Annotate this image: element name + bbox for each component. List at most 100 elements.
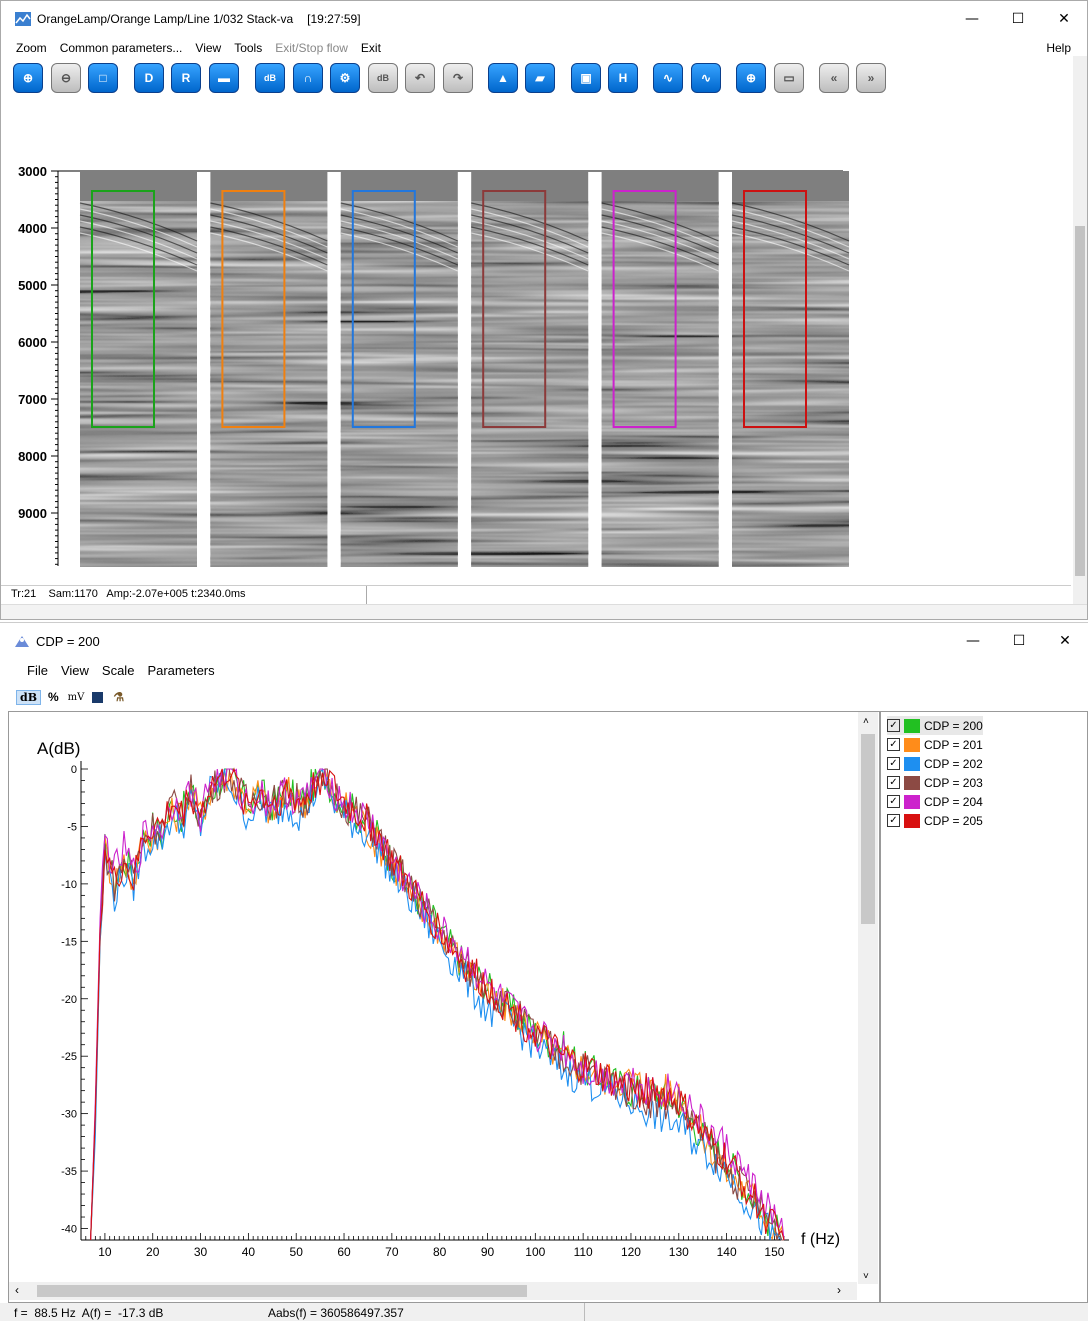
seismic-panel[interactable]: [601, 171, 719, 567]
wave-plus-icon[interactable]: ∿: [691, 63, 721, 93]
x-tick-label: 30: [194, 1245, 208, 1259]
seismic-panel[interactable]: [471, 171, 589, 567]
y-tick-label: 5000: [18, 278, 47, 293]
y-tick-label: 0: [71, 764, 77, 776]
wave-icon[interactable]: ∿: [653, 63, 683, 93]
zoom-rect-icon[interactable]: □: [88, 63, 118, 93]
analysis-window-box[interactable]: [351, 190, 416, 428]
analysis-window-box[interactable]: [91, 190, 155, 428]
filter-icon[interactable]: ⚗: [113, 690, 125, 704]
maximize-button[interactable]: ☐: [1011, 11, 1025, 27]
vertical-scrollbar[interactable]: [1073, 56, 1087, 606]
menu-parameters[interactable]: Parameters: [147, 663, 215, 678]
db-button[interactable]: dB: [16, 689, 41, 705]
seismic-panel[interactable]: [731, 171, 850, 567]
seismic-section[interactable]: 3000 4000 5000 6000 7000 8000 9000: [1, 151, 1071, 581]
spectrum-series-line: [90, 768, 784, 1241]
link-icon[interactable]: ▭: [774, 63, 804, 93]
seismic-panel[interactable]: [210, 171, 328, 567]
menu-view[interactable]: View: [60, 663, 89, 678]
percent-button[interactable]: %: [48, 690, 59, 704]
legend-checkbox[interactable]: ✓: [887, 814, 900, 827]
seismic-panel[interactable]: [340, 171, 459, 567]
x-tick-label: 10: [98, 1245, 112, 1259]
legend-item[interactable]: ✓ CDP = 204: [887, 792, 983, 811]
scrollbar-thumb[interactable]: [1075, 226, 1085, 576]
spectrum-close-button[interactable]: ✕: [1059, 633, 1071, 649]
menu-exit[interactable]: Exit: [360, 41, 381, 55]
legend-item[interactable]: ✓ CDP = 202: [887, 754, 983, 773]
legend-checkbox[interactable]: ✓: [887, 719, 900, 732]
gain-icon[interactable]: ▬: [209, 63, 239, 93]
curve-icon[interactable]: ∩: [293, 63, 323, 93]
menu-exit-stop-flow[interactable]: Exit/Stop flow: [275, 41, 348, 55]
legend-label: CDP = 204: [924, 794, 983, 809]
chart-hscroll[interactable]: ‹ ›: [9, 1282, 857, 1300]
menu-view[interactable]: View: [195, 41, 222, 55]
minimize-button[interactable]: —: [965, 11, 979, 27]
chart-hscroll-thumb[interactable]: [37, 1285, 527, 1297]
seismic-traces: [732, 201, 849, 567]
spectrum-chart[interactable]: A(dB) f (Hz) 10 20 30 40 50 60 70 80 90 100 110 120 13…: [9, 712, 857, 1284]
redo-curve-icon[interactable]: ↷: [443, 63, 473, 93]
analysis-window-box[interactable]: [221, 190, 286, 428]
h-icon[interactable]: H: [608, 63, 638, 93]
save-icon[interactable]: [92, 691, 104, 703]
next-icon[interactable]: »: [856, 63, 886, 93]
menu-tools[interactable]: Tools: [234, 41, 263, 55]
mv-button[interactable]: mV: [67, 691, 85, 703]
save-icon[interactable]: ▣: [571, 63, 601, 93]
d-mode-icon[interactable]: D: [134, 63, 164, 93]
legend-checkbox[interactable]: ✓: [887, 776, 900, 789]
analysis-window-box[interactable]: [612, 190, 677, 428]
chart-hscroll-left[interactable]: ‹: [15, 1283, 19, 1297]
menu-file[interactable]: File: [27, 663, 48, 678]
legend-item[interactable]: ✓ CDP = 205: [887, 811, 983, 830]
y-tick-label: -25: [61, 1051, 77, 1063]
spectrum-series-line: [90, 767, 785, 1241]
seismic-panel[interactable]: [79, 171, 198, 567]
legend-item[interactable]: ✓ CDP = 203: [887, 773, 983, 792]
spectrum-maximize-button[interactable]: ☐: [1012, 633, 1026, 649]
undo-curve-icon[interactable]: ↶: [405, 63, 435, 93]
chart-vscroll-down[interactable]: ˅: [863, 1271, 869, 1282]
x-tick-label: 40: [242, 1245, 256, 1259]
x-tick-label: 70: [385, 1245, 399, 1259]
prev-icon[interactable]: «: [819, 63, 849, 93]
r-mode-icon[interactable]: R: [171, 63, 201, 93]
zoom-in-icon[interactable]: ⊕: [13, 63, 43, 93]
triangle-icon[interactable]: ▲: [488, 63, 518, 93]
menu-zoom[interactable]: Zoom: [16, 41, 47, 55]
db-up-icon[interactable]: dB: [255, 63, 285, 93]
chart-hscroll-right[interactable]: ›: [837, 1283, 841, 1297]
legend-item[interactable]: ✓ CDP = 200: [887, 716, 983, 735]
target-icon[interactable]: ⊕: [736, 63, 766, 93]
x-tick-label: 150: [764, 1245, 784, 1259]
db-down-icon[interactable]: dB: [368, 63, 398, 93]
horizontal-scrollbar[interactable]: [1, 604, 1087, 619]
analysis-window-box[interactable]: [482, 190, 547, 428]
menu-common-parameters[interactable]: Common parameters...: [59, 41, 183, 55]
close-button[interactable]: ✕: [1058, 11, 1070, 27]
legend-checkbox[interactable]: ✓: [887, 738, 900, 751]
legend-checkbox[interactable]: ✓: [887, 795, 900, 808]
y-tick-label: -5: [67, 821, 77, 833]
spectrum-titlebar: CDP = 200 — ☐ ✕: [0, 623, 1088, 659]
spectrum-minimize-button[interactable]: —: [966, 633, 980, 649]
gear-up-icon[interactable]: ⚙: [330, 63, 360, 93]
legend-item[interactable]: ✓ CDP = 201: [887, 735, 983, 754]
parallelogram-icon[interactable]: ▰: [525, 63, 555, 93]
chart-vscroll-up[interactable]: ˄: [863, 716, 869, 727]
spectrum-statusbar: f = 88.5 Hz A(f) = -17.3 dB Aabs(f) = 36…: [0, 1303, 1088, 1321]
legend-checkbox[interactable]: ✓: [887, 757, 900, 770]
chart-vscroll-thumb[interactable]: [861, 734, 875, 924]
legend-swatch: [904, 737, 920, 752]
zoom-out-icon[interactable]: ⊖: [51, 63, 81, 93]
y-tick-label: -35: [61, 1166, 77, 1178]
y-tick-label: -20: [61, 994, 77, 1006]
analysis-window-box[interactable]: [743, 190, 807, 428]
menu-help[interactable]: Help: [1046, 41, 1071, 55]
menu-scale[interactable]: Scale: [101, 663, 135, 678]
chart-vscroll[interactable]: ˄ ˅: [858, 712, 878, 1284]
seismic-traces: [471, 201, 589, 567]
